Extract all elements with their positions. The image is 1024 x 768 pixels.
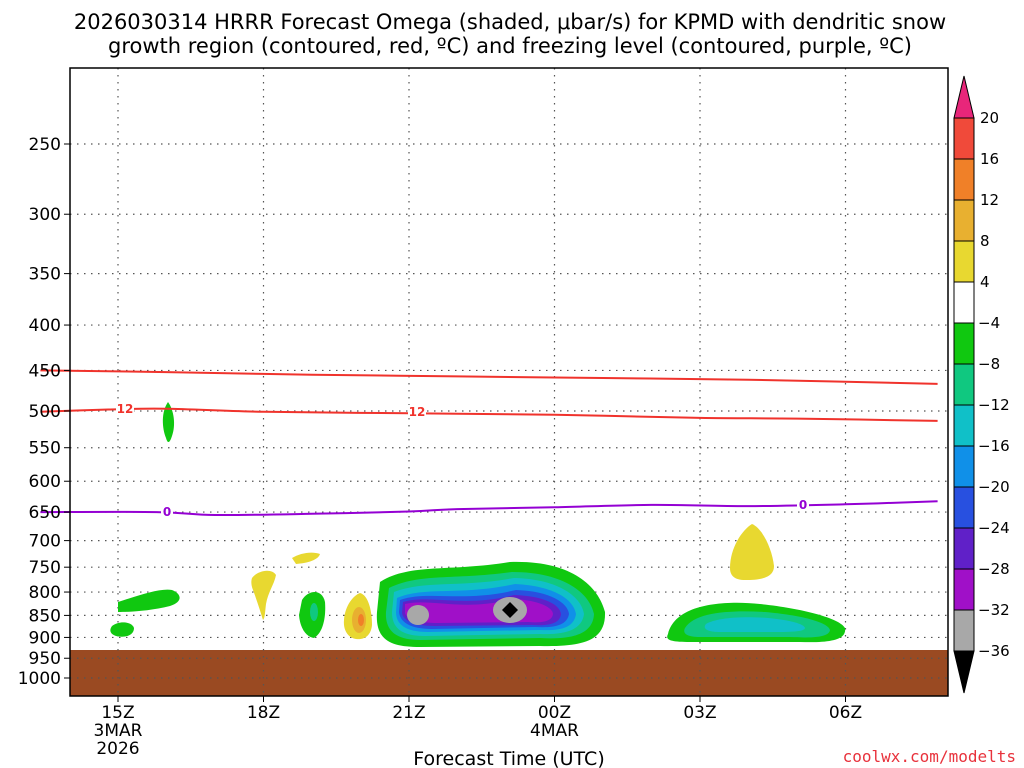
omega-area-1845-down	[292, 552, 320, 564]
y-tick-label: 550	[29, 439, 61, 459]
chart-title-line1: 2026030314 HRRR Forecast Omega (shaded, …	[74, 10, 946, 34]
colorbar-bin	[953, 322, 975, 365]
contour-freezing-level	[40, 500, 938, 517]
colorbar-bin	[953, 199, 975, 242]
credit-text[interactable]: coolwx.com/modelts	[843, 747, 1016, 766]
plot-frame	[69, 67, 949, 697]
colorbar-label: −36	[978, 642, 1010, 660]
omega-main-core-west	[407, 605, 429, 625]
colorbar-label: 8	[980, 232, 990, 250]
omega-area-1630-down	[251, 570, 276, 620]
colorbar-label: −28	[978, 560, 1010, 578]
x-tick-label: 00Z	[538, 703, 571, 723]
y-tick-label: 400	[29, 316, 61, 336]
y-tick-label: 600	[29, 472, 61, 492]
y-tick-label: 650	[29, 503, 61, 523]
colorbar-label: −12	[978, 396, 1010, 414]
colorbar-bin	[953, 117, 975, 160]
omega-area-1900-b	[310, 603, 318, 621]
colorbar-label: −8	[978, 355, 1000, 373]
x-tick-label: 18Z	[247, 703, 280, 723]
x-axis-label: Forecast Time (UTC)	[413, 748, 604, 768]
omega-area-1630-upper	[162, 402, 175, 443]
colorbar-bin	[953, 404, 975, 447]
omega-main-max	[502, 602, 518, 618]
omega-area-main	[376, 561, 606, 647]
colorbar-label: 20	[980, 109, 999, 127]
contour-label-0b: 0	[799, 498, 807, 512]
colorbar-bin	[953, 486, 975, 529]
contour-label-bg-0b	[797, 498, 809, 511]
omega-area-0340-down	[730, 524, 774, 580]
omega-area-west-a	[118, 589, 180, 612]
y-tick-label: 750	[29, 558, 61, 578]
contour-dgz-upper	[40, 369, 938, 385]
colorbar-label: 16	[980, 150, 999, 168]
colorbar-label: −4	[978, 314, 1000, 332]
omega-east-band-minus12	[704, 617, 805, 632]
chart-title-line2: growth region (contoured, red, ºC) and f…	[108, 34, 912, 58]
colorbar-bin	[953, 568, 975, 611]
colorbar-bin	[953, 363, 975, 406]
omega-area-west-b	[110, 622, 134, 637]
y-tick-label: 300	[29, 205, 61, 225]
colorbar-label: −20	[978, 478, 1010, 496]
colorbar-bin	[953, 445, 975, 488]
colorbar-arrow-top	[953, 75, 975, 119]
contour-dgz-lower	[40, 407, 938, 422]
y-tick-label: 700	[29, 532, 61, 552]
colorbar-bin	[953, 281, 975, 324]
contour-label-12b: 12	[409, 405, 426, 419]
y-tick-label: 950	[29, 649, 61, 669]
x-tick-year: 2026	[96, 739, 139, 759]
y-tick-label: 250	[29, 135, 61, 155]
colorbar-label: 4	[980, 273, 990, 291]
colorbar-label: −32	[978, 601, 1010, 619]
y-axis: 2503003504004505005506006507007508008509…	[18, 135, 70, 689]
colorbar-bin	[953, 158, 975, 201]
contour-label-bg-0a	[161, 505, 173, 518]
x-tick-label: 06Z	[829, 703, 862, 723]
contour-label-12a: 12	[117, 402, 134, 416]
y-tick-label: 500	[29, 402, 61, 422]
ground-surface	[70, 650, 948, 696]
contours: 12 12 0 0	[40, 369, 938, 519]
x-tick-label: 15Z	[101, 703, 134, 723]
y-tick-label: 450	[29, 361, 61, 381]
y-tick-label: 350	[29, 265, 61, 285]
x-tick-date: 4MAR	[530, 721, 579, 741]
contour-label-bg-12a	[116, 402, 134, 415]
omega-area-east	[667, 602, 846, 643]
y-tick-label: 900	[29, 628, 61, 648]
x-tick-label: 03Z	[683, 703, 716, 723]
colorbar-label: 12	[980, 191, 999, 209]
colorbar: 20 16 12 8 4 −4 −8 −12 −16 −20 −24 −28 −32 −36	[953, 75, 1010, 694]
y-tick-label: 800	[29, 583, 61, 603]
colorbar-arrow-bottom	[953, 650, 975, 694]
x-tick-label: 21Z	[392, 703, 425, 723]
x-tick-date: 3MAR	[94, 721, 143, 741]
contour-label-0a: 0	[163, 505, 171, 519]
omega-shading	[110, 402, 846, 647]
y-tick-label: 850	[29, 606, 61, 626]
omega-area-2000-down-12	[358, 614, 364, 626]
colorbar-bin	[953, 527, 975, 570]
colorbar-label: −24	[978, 519, 1010, 537]
colorbar-bin	[953, 609, 975, 652]
colorbar-label: −16	[978, 437, 1010, 455]
colorbar-bin	[953, 240, 975, 283]
contour-label-bg-12b	[408, 405, 426, 418]
y-tick-label: 1000	[18, 669, 61, 689]
